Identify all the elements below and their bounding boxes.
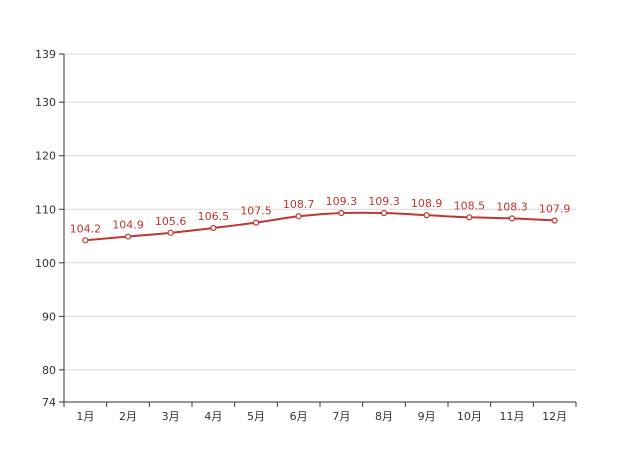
data-label: 105.6 [155,215,187,228]
y-axis-ticks: 74 80 90 100 110 120 130 139 [35,48,64,409]
x-tick-label: 4月 [204,410,222,423]
grid-lines [64,53,576,371]
data-label: 108.9 [411,197,443,210]
data-point [551,217,558,224]
x-tick-label: 9月 [418,410,436,423]
data-point [82,237,89,244]
y-tick-label: 130 [35,96,56,109]
data-point [380,209,388,217]
x-tick-label: 2月 [119,410,137,423]
y-tick-label: 120 [35,150,56,163]
y-tick-label: 110 [35,203,56,216]
data-label: 109.3 [326,195,358,208]
x-axis-ticks: 1月 2月 3月 4月 5月 6月 7月 8月 9月 10月 11月 12月 [63,402,577,423]
y-tick-label: 80 [42,364,56,377]
x-tick-label: 8月 [375,410,393,423]
x-tick-label: 1月 [76,410,94,423]
data-label: 108.3 [496,200,528,213]
data-label: 106.5 [198,210,230,223]
x-tick-label: 10月 [457,410,482,423]
data-point [466,214,473,221]
series-line [85,211,555,242]
data-label: 104.2 [70,222,102,235]
data-point [423,212,430,219]
y-tick-label: 139 [35,48,56,61]
data-point [210,224,217,232]
y-tick-label: 100 [35,257,56,270]
data-point [124,233,132,240]
x-tick-label: 7月 [332,410,350,423]
data-label: 108.5 [454,199,486,212]
x-tick-label: 12月 [542,410,567,423]
x-tick-label: 3月 [162,410,180,423]
data-label: 107.5 [240,205,272,218]
x-tick-label: 5月 [247,410,265,423]
data-points [82,209,558,244]
data-point [338,209,345,217]
y-tick-label: 74 [42,396,56,409]
data-label: 108.7 [283,198,315,211]
data-point [508,215,516,222]
y-tick-label: 90 [42,310,56,323]
x-tick-label: 6月 [290,410,308,423]
data-point [167,229,174,236]
data-label: 104.9 [112,219,144,232]
data-labels: 104.2 104.9 105.6 106.5 107.5 108.7 109.3 109.3… [70,195,571,235]
x-tick-label: 11月 [500,410,525,423]
data-point [252,219,260,226]
data-label: 109.3 [368,195,400,208]
data-label: 107.9 [539,203,571,216]
data-point [295,213,302,220]
